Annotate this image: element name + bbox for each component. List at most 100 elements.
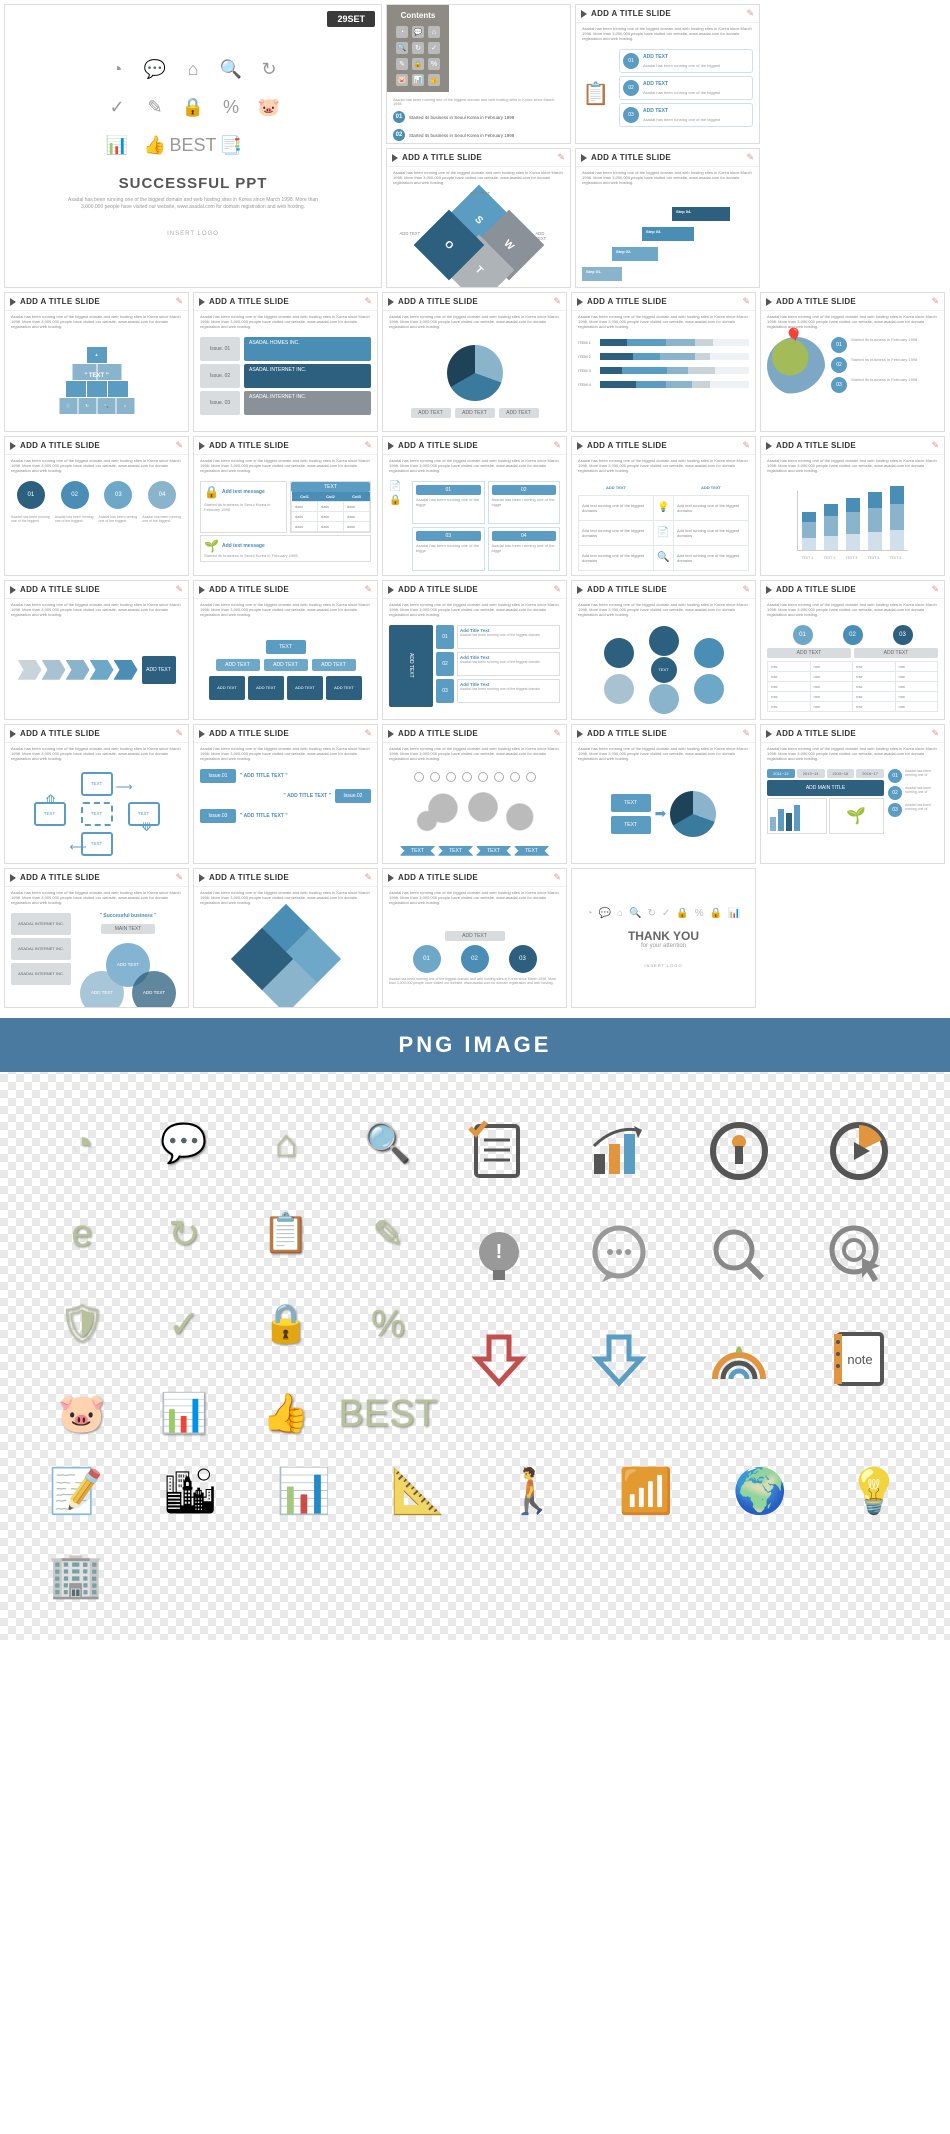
png-asset-icon: ✓: [148, 1292, 220, 1356]
hbar-segment: [600, 381, 636, 388]
stair-step: Step 01.: [582, 267, 622, 281]
list-sub: Asadal has been running one of the bigge…: [643, 117, 720, 122]
png-section-header: PNG IMAGE: [0, 1018, 950, 1072]
contents-mini-icons: ◔💬⌂🔍↻✓✎🔒%🐷📊👍: [396, 26, 440, 86]
contents-number: 01: [393, 111, 405, 123]
slide-title: ADD A TITLE SLIDE: [20, 297, 100, 306]
issue-bar: ASADAL INTERNET INC.: [244, 364, 371, 388]
panel-title: Add text message: [222, 489, 265, 495]
side-number: 02: [888, 786, 902, 800]
hbar-segment: [660, 353, 696, 360]
side-item: 02Asadal has been running one of: [888, 786, 938, 800]
hbar-label: ITEM 4: [578, 382, 600, 387]
edit-icon: ✎: [364, 872, 372, 883]
step-text: Started its business in February 1998: [851, 337, 917, 353]
edit-icon: ✎: [742, 296, 750, 307]
edit-icon: ✎: [553, 440, 561, 451]
png-asset-icon: 👍: [250, 1382, 322, 1446]
contents-mini-icon: 🔍: [396, 42, 408, 54]
man-ruler-icon: 🚶: [482, 1456, 582, 1526]
process-arrow: [18, 660, 42, 680]
hbar-row: ITEM 1: [578, 339, 749, 346]
cover-mini-icon: ◔: [103, 55, 131, 83]
slide-title: ADD A TITLE SLIDE: [209, 585, 289, 594]
matrix-row: 02Add Title TextAsadal has been running …: [436, 652, 560, 676]
thankyou-logo: INSERT LOGO: [644, 963, 682, 968]
ribbon-tag: TEXT: [476, 846, 512, 856]
thankyou-mini-icon: 💬: [599, 908, 611, 919]
set-count-badge: 29SET: [327, 11, 375, 27]
slide-title: ADD A TITLE SLIDE: [398, 441, 478, 450]
png-asset-icon: e: [46, 1202, 118, 1266]
magnifier-icon: [694, 1216, 784, 1294]
hbar-segment: [692, 381, 710, 388]
contents-intro: Asadal has been running one of the bigge…: [393, 98, 564, 106]
cover-mini-icon: %: [217, 93, 245, 121]
radial-node: [694, 674, 724, 704]
process-arrow: [90, 660, 114, 680]
swot-diagram: SADD TEXTWADD TEXTTADD TEXTOADD TEXT: [424, 195, 534, 285]
list-number: 03: [623, 107, 639, 123]
vbar: [846, 498, 860, 550]
edit-icon: ✎: [364, 440, 372, 451]
slide-title: ADD A TITLE SLIDE: [20, 873, 100, 882]
slide-staircase: ADD A TITLE SLIDE✎ Asadal has been runni…: [575, 148, 760, 288]
step-text: Started its business in February 1998: [851, 357, 917, 373]
panel-title: TEXT: [291, 482, 370, 492]
card-number: 01: [416, 485, 481, 495]
clock-icon: [414, 772, 424, 782]
cover-mini-icon: ⌂: [179, 55, 207, 83]
pie-chart: [447, 345, 503, 401]
side-text: Asadal has been running one of: [905, 803, 938, 817]
vbar-label: TEXT 2: [824, 556, 838, 560]
png-asset-icon: 💬: [148, 1112, 220, 1176]
cycle-arrow-icon: ⟵: [70, 840, 87, 854]
vbar-segment: [824, 504, 838, 516]
target-sprout-icon: [694, 1320, 784, 1398]
hbar-segment: [636, 381, 666, 388]
year-tab: 2011~12: [767, 769, 795, 778]
venn-side-box: ASADAL INTERNET INC.: [11, 938, 71, 960]
slide-circles: ADD A TITLE SLIDE✎ Asadal has been runni…: [4, 436, 189, 576]
slide-title: ADD A TITLE SLIDE: [398, 297, 478, 306]
info-card: 01Asadal has been running one of the big…: [412, 481, 485, 525]
slide-title: ADD A TITLE SLIDE: [398, 729, 478, 738]
svg-text:!: !: [496, 1241, 503, 1263]
org-root: TEXT: [266, 640, 306, 654]
side-number: 01: [888, 769, 902, 783]
process-arrow: [114, 660, 138, 680]
slide-title: ADD A TITLE SLIDE: [398, 585, 478, 594]
cross-diagram: [240, 913, 332, 1005]
contents-mini-icon: 💬: [412, 26, 424, 38]
slide-title: ADD A TITLE SLIDE: [209, 297, 289, 306]
list-sub: Asadal has been running one of the bigge…: [643, 90, 720, 95]
vbar: [890, 486, 904, 550]
plant-image-icon: 🌱: [829, 798, 885, 834]
contents-item: 01Started its business in Seoul Korea in…: [393, 111, 564, 123]
cover-mini-icon: [255, 131, 283, 159]
edit-icon: ✎: [557, 152, 565, 163]
slide-subtitle: Asadal has been running one of the bigge…: [5, 599, 188, 621]
cover-icon-grid: ◔💬⌂🔍↻✓✎🔒%🐷📊👍BEST📑: [103, 55, 283, 159]
png-assets-section: PNG IMAGE ◔💬⌂🔍e↻📋✎🛡✓🔒%🐷📊👍BEST !note 📝🏙📊📐…: [0, 1018, 950, 1640]
slide-title: ADD A TITLE SLIDE: [209, 441, 289, 450]
png-bottom-icons: 📝🏙📊📐🚶📶🌍💡🏢: [0, 1456, 950, 1610]
info-card: 03Asadal has been running one of the big…: [412, 527, 485, 571]
slide-subtitle: Asadal has been running one of the bigge…: [383, 887, 566, 909]
issue-bar: ASADAL INTERNET INC.: [244, 391, 371, 415]
pie-chart: [670, 791, 716, 837]
slide-subtitle: Asadal has been running one of the bigge…: [194, 599, 377, 621]
hbar-segment: [688, 367, 715, 374]
hbar-row: ITEM 4: [578, 381, 749, 388]
slide-title: ADD A TITLE SLIDE: [776, 729, 856, 738]
png-asset-icon: ◔: [46, 1112, 118, 1176]
pie-legend-item: ADD TEXT: [455, 408, 495, 418]
vbar-label: TEXT 5: [890, 556, 904, 560]
slide-title: ADD A TITLE SLIDE: [776, 441, 856, 450]
year-tab: 2016~17: [856, 769, 884, 778]
callout-tag: Issue.03: [200, 809, 236, 823]
arrow-down-red-icon: [454, 1320, 544, 1398]
radial-diagram: TEXT: [594, 626, 734, 714]
cover-title: SUCCESSFUL PPT: [119, 175, 268, 192]
contents-list: Asadal has been running one of the bigge…: [387, 92, 570, 144]
